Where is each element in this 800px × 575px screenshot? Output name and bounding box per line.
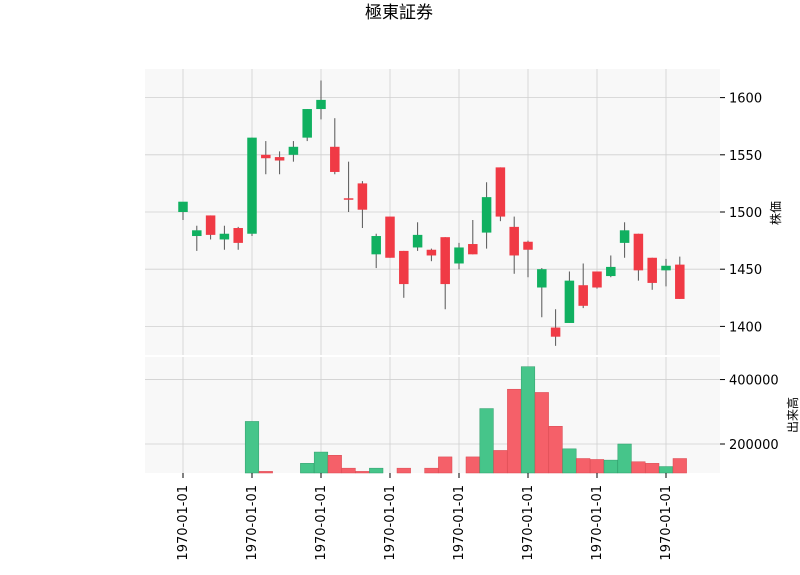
x-tick-label: 1970-01-01 (590, 485, 605, 561)
candle-body-down (399, 250, 409, 285)
candle-body-down (426, 249, 437, 256)
candle-body-up (288, 146, 299, 155)
x-tick-label: 1970-01-01 (521, 485, 536, 561)
volume-bar (507, 388, 522, 474)
volume-bar (465, 456, 480, 474)
candle-body-down (233, 228, 243, 243)
x-tick-label: 1970-01-01 (245, 485, 260, 561)
volume-bar (313, 451, 329, 474)
candle-body-up (316, 99, 326, 110)
volume-y-ticks: 200000 400000 (720, 374, 779, 453)
volume-bar (355, 471, 370, 474)
volume-bar (244, 421, 260, 474)
x-tick-label: 1970-01-01 (314, 485, 329, 561)
volume-bar (258, 471, 273, 474)
price-tick-label: 1600 (729, 92, 762, 107)
candle-body-down (550, 327, 561, 337)
volume-bar (645, 463, 660, 474)
price-candles (178, 80, 685, 346)
candle-body-up (606, 266, 616, 277)
candle-body-up (481, 197, 492, 233)
candle-body-down (205, 215, 216, 235)
volume-bar (438, 456, 453, 474)
volume-bar (341, 467, 356, 474)
x-tick-label: 1970-01-01 (383, 485, 398, 561)
volume-bar (603, 459, 618, 474)
volume-bar (369, 467, 384, 474)
volume-bar (424, 467, 439, 474)
candle-body-down (509, 226, 519, 256)
price-axis-label: 株価 (768, 201, 783, 225)
candle-body-down (578, 285, 588, 306)
candle-body-down (261, 154, 271, 159)
price-y-ticks: 1400 1450 1500 1550 1600 (720, 92, 762, 335)
price-tick-label: 1400 (729, 320, 762, 335)
volume-bar (534, 392, 549, 474)
candle-body-down (330, 146, 340, 172)
candle-body-down (440, 237, 450, 285)
candle-body-down (675, 264, 685, 299)
candle-body-down (495, 167, 506, 217)
price-tick-label: 1450 (729, 263, 762, 278)
volume-bar (493, 450, 508, 474)
candle-body-up (564, 280, 575, 323)
x-axis-ticks: 1970-01-01 1970-01-01 1970-01-01 1970-01-01… (176, 473, 674, 561)
candle-body-up (247, 137, 257, 234)
candle-body-down (633, 233, 644, 271)
volume-bar (327, 455, 342, 474)
volume-tick-label: 200000 (729, 438, 779, 453)
candle-body-down (385, 216, 395, 258)
volume-axis-label: 出来高 (785, 397, 800, 433)
candle-body-down (647, 257, 657, 283)
candle-body-down (468, 244, 478, 255)
candle-body-up (302, 109, 312, 138)
volume-bar (576, 458, 591, 474)
candle-body-up (454, 247, 464, 264)
candle-body-up (412, 234, 423, 248)
x-tick-label: 1970-01-01 (452, 485, 467, 561)
volume-bar (589, 459, 605, 474)
price-tick-label: 1550 (729, 149, 762, 164)
volume-bar (672, 458, 687, 474)
candle-body-up (619, 230, 630, 243)
candle-body-down (523, 241, 533, 250)
candle-body-up (371, 236, 381, 255)
volume-bar (617, 443, 632, 474)
volume-tick-label: 400000 (729, 374, 779, 389)
candle-body-down (274, 157, 285, 161)
candle-body-down (343, 198, 354, 200)
volume-bar (396, 467, 411, 474)
price-tick-label: 1500 (729, 206, 762, 221)
candle-body-up (178, 201, 188, 212)
volume-bars (244, 366, 687, 474)
x-tick-label: 1970-01-01 (659, 485, 674, 561)
candle-body-up (661, 265, 671, 271)
volume-bar (479, 408, 494, 474)
candle-body-up (537, 269, 547, 288)
volume-bar (520, 366, 536, 474)
candle-body-down (357, 183, 368, 210)
volume-bar (562, 448, 577, 474)
volume-bar (300, 463, 315, 474)
volume-bar (658, 466, 674, 474)
candle-body-up (219, 233, 230, 240)
volume-bar (548, 426, 563, 474)
candle-body-down (592, 271, 602, 288)
chart-title: 極東証券 (365, 3, 433, 23)
x-tick-label: 1970-01-01 (176, 485, 191, 561)
candle-body-up (192, 230, 202, 237)
volume-bar (631, 461, 646, 474)
volume-panel-background (145, 357, 720, 473)
